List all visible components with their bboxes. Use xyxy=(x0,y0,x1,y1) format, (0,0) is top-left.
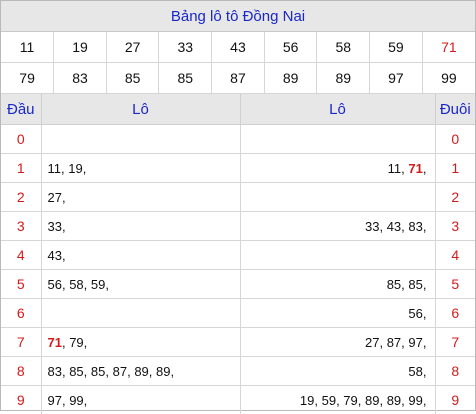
highlighted-number: 71 xyxy=(48,335,62,350)
lo-by-tail: 11, 71, xyxy=(240,154,435,183)
duoi-digit: 7 xyxy=(435,328,475,357)
dau-digit: 4 xyxy=(1,241,41,270)
lo-by-tail: 85, 85, xyxy=(240,270,435,299)
result-number: 79 xyxy=(1,63,54,94)
result-number: 58 xyxy=(317,32,370,63)
result-number: 43 xyxy=(212,32,265,63)
result-number: 85 xyxy=(159,63,212,94)
lo-by-head: 97, 99, xyxy=(41,386,240,414)
result-number: 33 xyxy=(159,32,212,63)
duoi-digit: 4 xyxy=(435,241,475,270)
duoi-digit: 8 xyxy=(435,357,475,386)
result-number: 59 xyxy=(370,32,423,63)
result-number: 19 xyxy=(54,32,107,63)
result-number: 89 xyxy=(264,63,317,94)
lo-by-tail xyxy=(240,125,435,154)
dau-digit: 7 xyxy=(1,328,41,357)
result-number: 87 xyxy=(212,63,265,94)
lo-by-head: 43, xyxy=(41,241,240,270)
duoi-digit: 6 xyxy=(435,299,475,328)
header-duoi: Đuôi xyxy=(435,94,475,125)
result-number: 89 xyxy=(317,63,370,94)
result-number: 83 xyxy=(54,63,107,94)
lo-by-head: 83, 85, 85, 87, 89, 89, xyxy=(41,357,240,386)
duoi-digit: 0 xyxy=(435,125,475,154)
dau-digit: 0 xyxy=(1,125,41,154)
header-dau: Đầu xyxy=(1,94,41,125)
loto-header-row: Đầu Lô Lô Đuôi xyxy=(1,94,475,125)
highlighted-number: 71 xyxy=(408,161,422,176)
lo-by-head xyxy=(41,299,240,328)
lo-by-tail: 27, 87, 97, xyxy=(240,328,435,357)
header-lo-right: Lô xyxy=(240,94,435,125)
dau-digit: 2 xyxy=(1,183,41,212)
header-lo-left: Lô xyxy=(41,94,240,125)
duoi-digit: 2 xyxy=(435,183,475,212)
dau-digit: 5 xyxy=(1,270,41,299)
lo-by-head: 33, xyxy=(41,212,240,241)
dau-digit: 3 xyxy=(1,212,41,241)
result-number: 56 xyxy=(264,32,317,63)
lo-by-tail: 33, 43, 83, xyxy=(240,212,435,241)
lo-by-tail: 58, xyxy=(240,357,435,386)
lo-by-tail: 19, 59, 79, 89, 89, 99, xyxy=(240,386,435,414)
result-number: 99 xyxy=(422,63,475,94)
board-title: Bảng lô tô Đồng Nai xyxy=(1,1,475,32)
dau-digit: 6 xyxy=(1,299,41,328)
duoi-digit: 1 xyxy=(435,154,475,183)
dau-digit: 8 xyxy=(1,357,41,386)
duoi-digit: 9 xyxy=(435,386,475,414)
result-number: 27 xyxy=(106,32,159,63)
lo-by-head xyxy=(41,125,240,154)
dau-digit: 9 xyxy=(1,386,41,414)
lo-by-head: 11, 19, xyxy=(41,154,240,183)
lo-by-head: 56, 58, 59, xyxy=(41,270,240,299)
lo-by-head: 71, 79, xyxy=(41,328,240,357)
title-table: Bảng lô tô Đồng Nai xyxy=(1,1,475,32)
duoi-digit: 5 xyxy=(435,270,475,299)
duoi-digit: 3 xyxy=(435,212,475,241)
lo-by-head: 27, xyxy=(41,183,240,212)
result-number: 85 xyxy=(106,63,159,94)
result-number: 71 xyxy=(422,32,475,63)
lo-by-tail xyxy=(240,183,435,212)
dau-digit: 1 xyxy=(1,154,41,183)
result-number: 97 xyxy=(370,63,423,94)
lo-by-tail: 56, xyxy=(240,299,435,328)
result-number: 11 xyxy=(1,32,54,63)
lo-by-tail xyxy=(240,241,435,270)
